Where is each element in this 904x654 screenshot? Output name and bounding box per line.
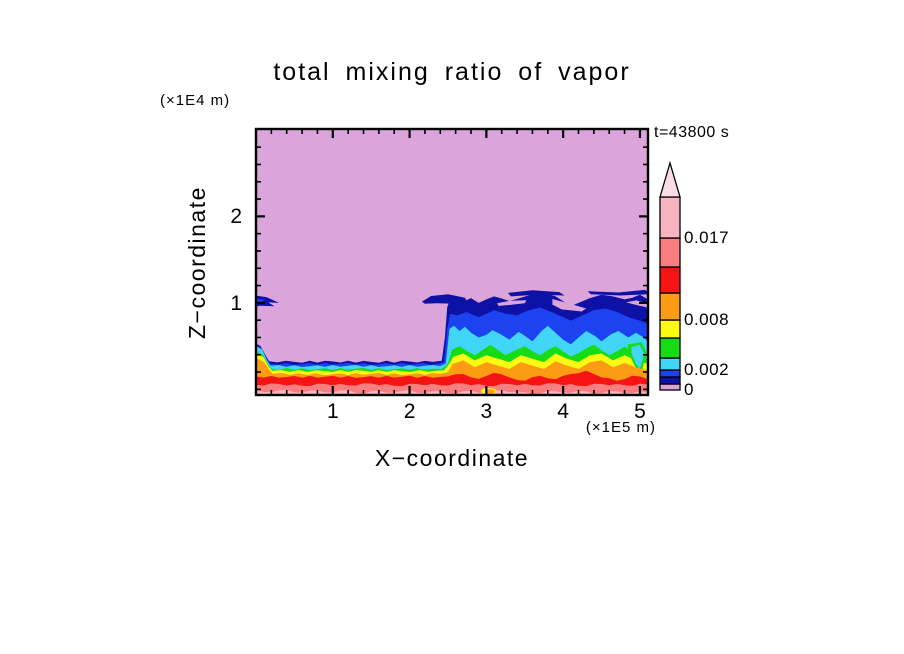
time-stamp-label: t=43800 s xyxy=(654,124,730,141)
contour-layer-navy-anvil xyxy=(421,294,468,304)
colorbar-label-0.008: 0.008 xyxy=(684,310,730,329)
colorbar-arrow-tip xyxy=(659,160,681,198)
colorbar-segment-salmon xyxy=(659,237,681,268)
colorbar-segment-royal xyxy=(659,369,681,378)
colorbar-label-0.002: 0.002 xyxy=(684,360,730,379)
contour-layer-lavender-channel-1 xyxy=(497,300,527,306)
contour-layer-band-pink xyxy=(256,389,648,395)
colorbar-label-0: 0 xyxy=(684,380,694,399)
contour-layer-lavender-channel-3 xyxy=(626,300,648,308)
colorbar-label-0.017: 0.017 xyxy=(684,228,730,247)
x-tick-label-3: 3 xyxy=(480,400,493,423)
colorbar-segment-cyan xyxy=(659,357,681,371)
contour-layer-royal-blob-core xyxy=(256,299,266,303)
contour-layer-navy-streak-1 xyxy=(507,290,565,297)
x-tick-label-5: 5 xyxy=(634,400,646,423)
x-axis-title: X−coordinate xyxy=(374,445,530,471)
x-tick-label-4: 4 xyxy=(557,400,569,423)
x-tick-label-2: 2 xyxy=(403,400,416,423)
contour-layer-cyan-edge-wedge xyxy=(631,344,645,369)
plot-frame xyxy=(254,127,650,397)
colorbar-segment-yellow xyxy=(659,319,681,339)
z-axis-unit-label: (×1E4 m) xyxy=(160,92,231,109)
colorbar-segment-navy xyxy=(659,376,681,385)
x-tick-label-1: 1 xyxy=(326,400,339,423)
z-tick-label-2: 2 xyxy=(230,205,242,229)
colorbar-segment-red xyxy=(659,266,681,294)
z-axis-title: Z−coordinate xyxy=(184,186,210,340)
colorbar-segment-orange xyxy=(659,292,681,321)
colorbar xyxy=(659,160,681,391)
contour-plot xyxy=(254,127,650,397)
colorbar-segment-green xyxy=(659,337,681,359)
colorbar-segment-pink xyxy=(659,196,681,239)
contour-layer-navy-streak-2 xyxy=(587,289,648,296)
z-tick-label-1: 1 xyxy=(230,291,242,315)
x-axis-unit-label: (×1E5 m) xyxy=(585,419,656,436)
chart-title: total mixing ratio of vapor xyxy=(273,58,631,86)
contour-layer-navy-left-blob xyxy=(256,295,279,307)
contour-layer-lavender-channel-2 xyxy=(552,299,587,312)
colorbar-segment-lavender xyxy=(659,383,681,391)
